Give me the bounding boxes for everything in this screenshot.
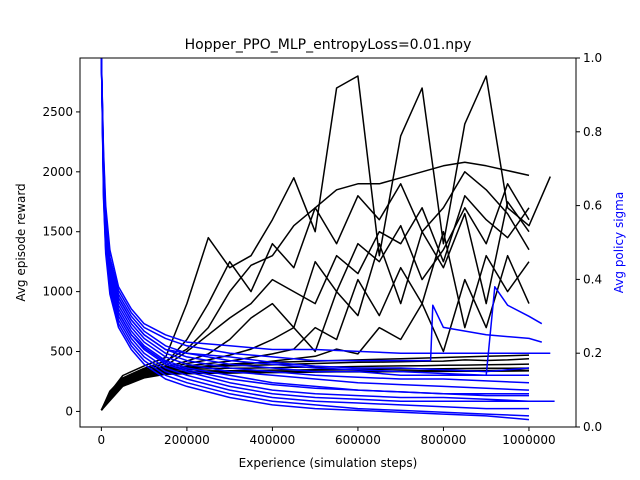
sigma-series-line-13	[100, 58, 530, 373]
x-axis-label: Experience (simulation steps)	[239, 456, 418, 470]
y-tick-label-right: 1.0	[583, 51, 602, 65]
x-tick-label: 0	[98, 433, 106, 447]
chart-title: Hopper_PPO_MLP_entropyLoss=0.01.npy	[185, 37, 472, 53]
y-tick-label-left: 2000	[42, 165, 73, 179]
y-tick-label-left: 2500	[42, 105, 73, 119]
y-axis-label-right: Avg policy sigma	[612, 192, 626, 293]
y-tick-label-left: 1500	[42, 225, 73, 239]
y-tick-label-left: 1000	[42, 285, 73, 299]
sigma-series-line-3	[100, 58, 543, 377]
x-tick-label: 800000	[421, 433, 467, 447]
x-tick-label: 400000	[250, 433, 296, 447]
ticks-layer: 0 200000 400000 600000 800000 1000000 0 500 1000…	[42, 51, 602, 447]
reward-series-line-13	[100, 354, 530, 411]
plot-frame	[79, 57, 577, 428]
reward-series-line-14	[100, 370, 530, 411]
y-tick-label-right: 0.8	[583, 125, 602, 139]
x-tick-label: 200000	[164, 433, 210, 447]
sigma-series-line-12	[100, 58, 530, 421]
series-layer	[100, 58, 555, 421]
x-tick-label: 1000000	[502, 433, 555, 447]
reward-series-line-11	[100, 367, 530, 411]
y-tick-label-right: 0.0	[583, 420, 602, 434]
sigma-series-line-14	[100, 58, 529, 395]
reward-series-line-2	[100, 75, 551, 411]
y-tick-label-left: 500	[50, 345, 73, 359]
sigma-series-line-2	[100, 58, 543, 362]
y-tick-label-left: 0	[65, 404, 73, 418]
y-axis-label-left: Avg episode reward	[14, 183, 28, 301]
y-tick-label-right: 0.2	[583, 346, 602, 360]
reward-series-line-3	[100, 171, 530, 411]
x-tick-label: 600000	[335, 433, 381, 447]
y-tick-label-right: 0.6	[583, 199, 602, 213]
y-tick-label-right: 0.4	[583, 272, 602, 286]
axes-layer	[79, 57, 577, 428]
